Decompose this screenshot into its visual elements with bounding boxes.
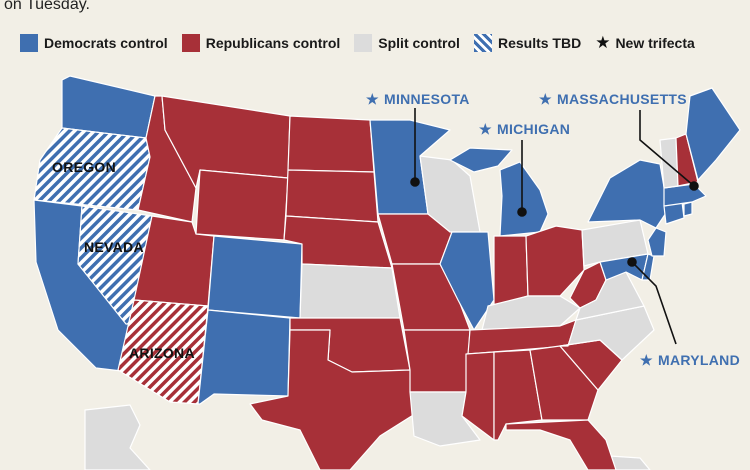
state-wyoming: [195, 169, 289, 241]
legend-item-split: Split control: [354, 34, 460, 52]
state-alaska: [84, 404, 151, 470]
democrats-swatch: [20, 34, 38, 52]
state-new-mexico: [197, 309, 291, 405]
legend-label-democrats: Democrats control: [44, 35, 168, 51]
state-washington: [61, 75, 156, 139]
state-south-dakota: [285, 169, 379, 223]
state-rhode-island: [683, 201, 693, 217]
legend: Democrats control Republicans control Sp…: [20, 33, 709, 53]
callout-maryland: MARYLAND: [658, 352, 740, 368]
republicans-swatch: [181, 34, 200, 52]
callout-massachusetts: MASSACHUSETTS: [557, 91, 687, 107]
legend-item-tbd: Results TBD: [473, 34, 582, 52]
massachusetts-marker: [689, 181, 699, 191]
star-icon: ★: [479, 121, 492, 137]
legend-label-trifecta: New trifecta: [615, 35, 695, 51]
callout-michigan: MICHIGAN: [497, 121, 570, 137]
label-arizona: ARIZONA: [129, 345, 195, 361]
massachusetts-leader-line: [639, 110, 695, 187]
state-florida: [505, 419, 617, 470]
state-kansas: [299, 263, 401, 319]
state-georgia: [529, 345, 599, 421]
state-new-hampshire: [675, 133, 699, 187]
maryland-marker: [627, 257, 637, 267]
legend-item-democrats: Democrats control: [20, 34, 168, 52]
legend-item-republicans: Republicans control: [181, 34, 341, 52]
state-maine: [685, 87, 741, 181]
state-north-dakota: [287, 115, 375, 173]
star-icon: ★: [595, 33, 611, 52]
star-icon: ★: [366, 91, 379, 107]
tbd-swatch: [473, 34, 492, 52]
state-arkansas: [403, 329, 471, 393]
split-swatch: [354, 34, 373, 52]
state-texas: [249, 329, 419, 470]
callout-minnesota: MINNESOTA: [384, 91, 470, 107]
label-nevada: NEVADA: [84, 239, 144, 255]
state-new-jersey: [647, 227, 667, 257]
state-new-york: [587, 159, 669, 229]
legend-item-trifecta: ★ New trifecta: [595, 33, 695, 53]
legend-label-split: Split control: [378, 35, 460, 51]
legend-label-republicans: Republicans control: [205, 35, 341, 51]
minnesota-marker: [410, 177, 420, 187]
star-icon: ★: [640, 352, 653, 368]
state-michigan: [499, 161, 549, 237]
state-missouri: [391, 263, 471, 331]
state-michigan-upper: [449, 147, 513, 173]
state-mississippi: [461, 351, 495, 441]
state-indiana: [493, 235, 529, 307]
maryland-leader-line: [631, 261, 677, 345]
star-icon: ★: [539, 91, 552, 107]
intro-text: on Tuesday.: [4, 0, 90, 13]
state-ohio: [525, 225, 585, 297]
legend-label-tbd: Results TBD: [497, 35, 582, 51]
label-oregon: OREGON: [52, 159, 116, 175]
state-colorado: [207, 235, 303, 319]
michigan-marker: [517, 207, 527, 217]
